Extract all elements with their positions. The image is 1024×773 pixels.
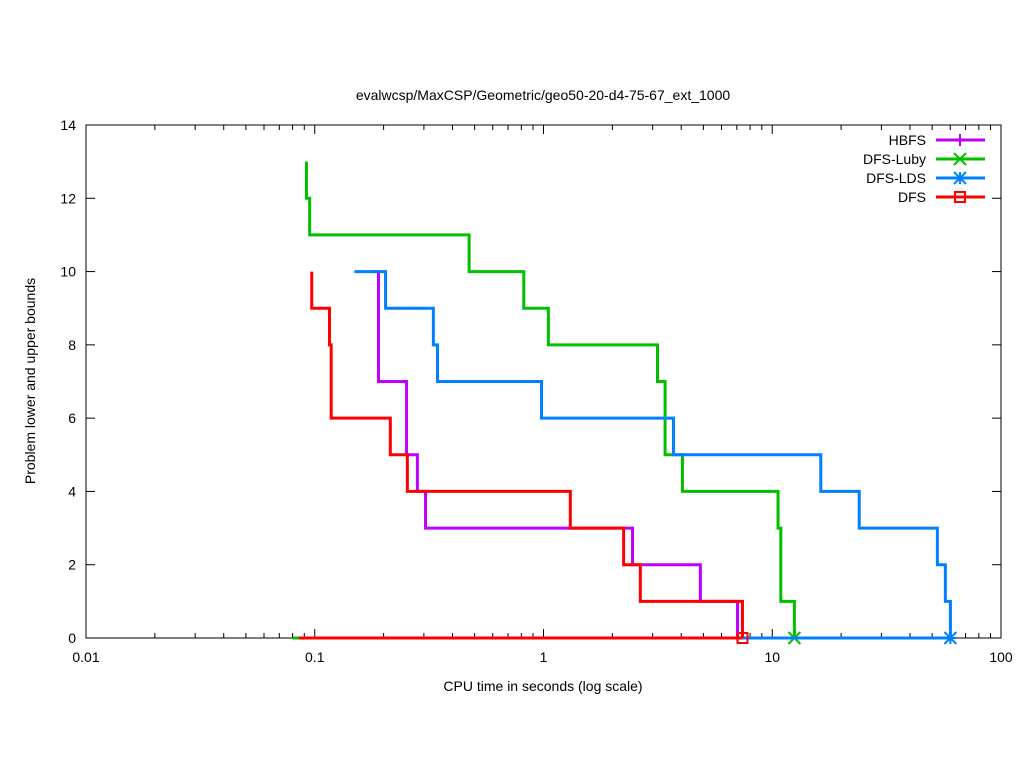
- legend: HBFS DFS-Luby DFS-LDS DFS: [863, 132, 985, 205]
- legend-label: DFS: [898, 189, 926, 205]
- plot-border: [85, 124, 1002, 639]
- series-dfs-lds: [354, 270, 958, 645]
- y-tick-label: 0: [68, 630, 76, 646]
- legend-marker: [954, 134, 966, 146]
- legend-marker: [954, 191, 966, 203]
- x-axis-label: CPU time in seconds (log scale): [443, 678, 642, 694]
- end-marker: [736, 632, 749, 644]
- y-tick-label: 2: [68, 557, 76, 573]
- y-tick-label: 10: [60, 264, 76, 280]
- x-tick-label: 100: [989, 649, 1013, 665]
- y-tick-label: 6: [68, 410, 76, 426]
- legend-marker: [953, 152, 967, 166]
- y-tick-label: 14: [60, 117, 76, 133]
- upper-bound-line: [354, 270, 952, 638]
- series-hbfs: [370, 270, 744, 644]
- y-tick-label: 8: [68, 337, 76, 353]
- legend-label: DFS-LDS: [866, 170, 926, 186]
- x-tick-label: 0.01: [72, 649, 99, 665]
- x-tick-label: 0.1: [305, 649, 325, 665]
- y-tick-label: 12: [60, 190, 76, 206]
- x-tick-label: 1: [540, 649, 548, 665]
- upper-bound-line: [310, 271, 744, 638]
- axes: 0 2 4 6 8 10 12 14 0.01 0.1 1 10 100: [60, 117, 1012, 665]
- x-tick-label: 10: [764, 649, 780, 665]
- y-axis-label: Problem lower and upper bounds: [22, 278, 38, 484]
- legend-label: HBFS: [889, 132, 926, 148]
- series-dfs: [298, 271, 749, 644]
- legend-label: DFS-Luby: [863, 151, 926, 167]
- series-dfs-luby: [292, 161, 802, 645]
- legend-marker: [953, 171, 967, 185]
- end-marker: [943, 631, 958, 645]
- plot-area: [292, 161, 958, 645]
- y-tick-label: 4: [68, 483, 76, 499]
- upper-bound-line: [304, 161, 796, 638]
- chart-title: evalwcsp/MaxCSP/Geometric/geo50-20-d4-75…: [356, 87, 731, 103]
